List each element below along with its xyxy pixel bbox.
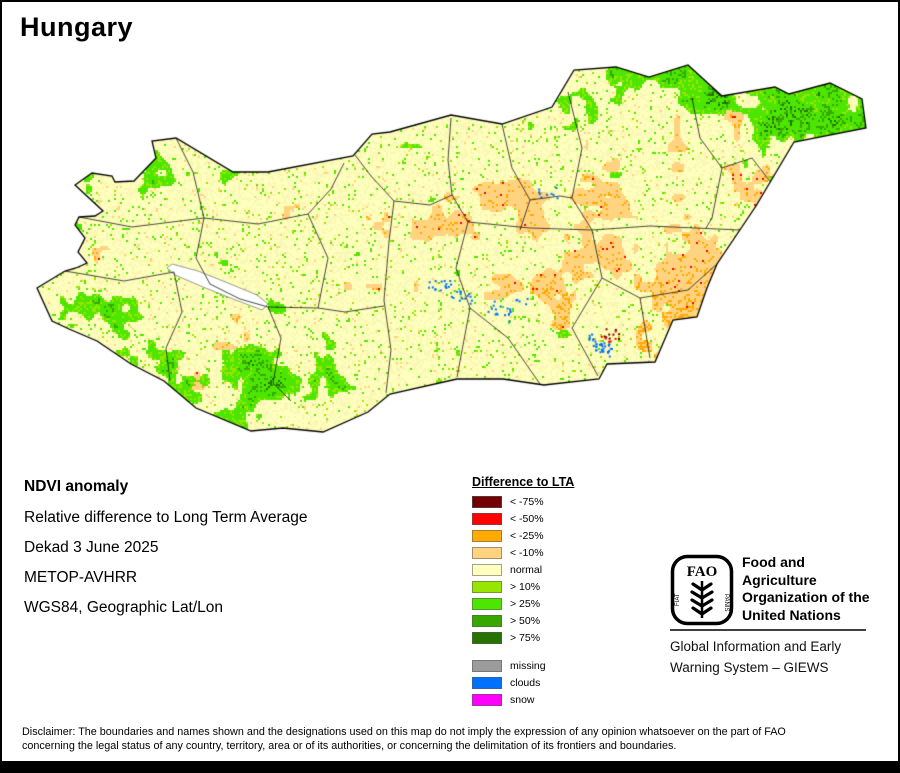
legend-items: < -75% < -50% < -25% < -10% normal > 10% > 25%… <box>472 496 574 706</box>
fao-logo-icon: FAO FIAT PANIS <box>670 554 734 626</box>
giews-text: Global Information and Early Warning Sys… <box>670 636 841 678</box>
page-title: Hungary <box>20 12 134 42</box>
legend-item-label: > 25% <box>510 598 541 610</box>
legend-swatch <box>472 496 502 508</box>
fao-org-name: Food and Agriculture Organization of the… <box>742 554 870 624</box>
info-line-product: Relative difference to Long Term Average <box>24 509 308 526</box>
legend-title: Difference to LTA <box>472 475 575 489</box>
legend-item: > 25% <box>472 598 574 610</box>
bottom-bar <box>2 761 898 771</box>
legend-swatch <box>472 660 502 672</box>
legend-item-label: normal <box>510 564 543 576</box>
legend-item-label: < -25% <box>510 530 544 542</box>
legend-swatch <box>472 632 502 644</box>
legend-item-label: < -10% <box>510 547 544 559</box>
legend-item: normal <box>472 564 574 576</box>
legend-item: > 10% <box>472 581 574 593</box>
legend-item: > 50% <box>472 615 574 627</box>
legend-swatch <box>472 615 502 627</box>
fao-divider <box>670 629 866 631</box>
disclaimer-line: concerning the legal status of any count… <box>22 739 677 752</box>
fao-logo-text: FAO <box>687 564 718 580</box>
legend-item: snow <box>472 694 574 706</box>
legend-swatch <box>472 513 502 525</box>
legend-item-label: > 10% <box>510 581 541 593</box>
legend-item-label: < -50% <box>510 513 544 525</box>
fao-block: FAO FIAT PANIS Food and Agriculture Orga… <box>670 552 870 682</box>
legend-swatch <box>472 564 502 576</box>
wheat-leaves-icon <box>690 582 714 616</box>
legend-swatch <box>472 547 502 559</box>
fao-motto-right: PANIS <box>723 594 729 612</box>
legend-item: < -50% <box>472 513 574 525</box>
legend-item: < -25% <box>472 530 574 542</box>
legend-item: < -10% <box>472 547 574 559</box>
legend-item: > 75% <box>472 632 574 644</box>
legend-swatch <box>472 581 502 593</box>
legend-swatch <box>472 677 502 689</box>
legend-item-label: > 75% <box>510 632 541 644</box>
legend-item-label: clouds <box>510 677 541 689</box>
disclaimer-line: Disclaimer: The boundaries and names sho… <box>22 726 786 738</box>
legend-swatch <box>472 530 502 542</box>
legend-item: missing <box>472 660 574 672</box>
legend: Difference to LTA < -75% < -50% < -25% < -1… <box>472 475 574 711</box>
info-line-sensor: METOP-AVHRR <box>24 569 138 586</box>
legend-item-label: < -75% <box>510 496 544 508</box>
giews-line: Warning System – GIEWS <box>670 660 829 675</box>
legend-item-label: > 50% <box>510 615 541 627</box>
fao-org-line: Food and Agriculture <box>742 554 817 588</box>
disclaimer: Disclaimer: The boundaries and names sho… <box>22 726 884 753</box>
map-info-block: NDVI anomaly Relative difference to Long… <box>24 478 308 629</box>
info-line-projection: WGS84, Geographic Lat/Lon <box>24 599 224 616</box>
hungary-ndvi-map <box>16 46 886 450</box>
legend-item-label: missing <box>510 660 546 672</box>
fao-motto-left: FIAT <box>675 593 681 606</box>
info-heading: NDVI anomaly <box>24 478 129 495</box>
legend-item-label: snow <box>510 694 535 706</box>
info-line-dekad: Dekad 3 June 2025 <box>24 539 159 556</box>
legend-swatch <box>472 598 502 610</box>
fao-org-line: Organization of the <box>742 589 870 605</box>
legend-swatch <box>472 694 502 706</box>
fao-org-line: United Nations <box>742 606 841 623</box>
legend-item: clouds <box>472 677 574 689</box>
legend-item: < -75% <box>472 496 574 508</box>
giews-line: Global Information and Early <box>670 639 842 654</box>
